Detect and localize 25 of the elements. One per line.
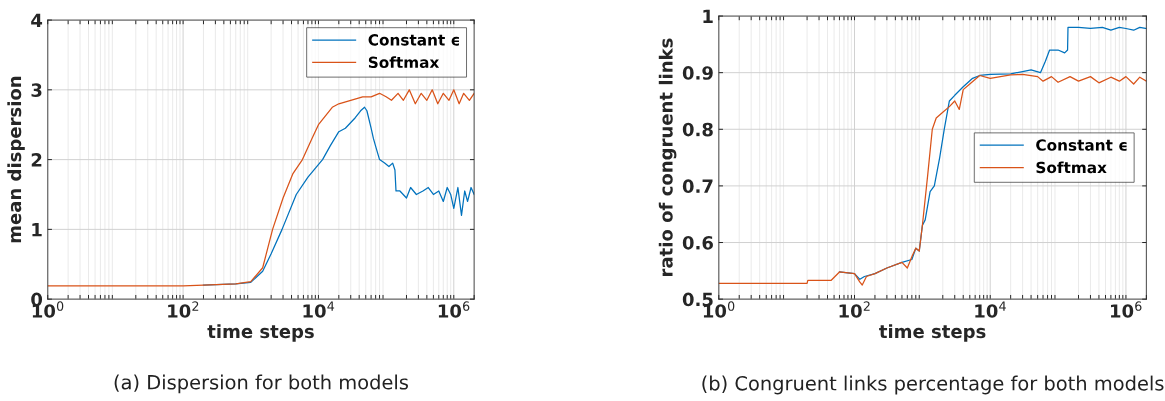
y-tick-label: 2 xyxy=(31,153,42,167)
y-tick-label: 0.9 xyxy=(682,66,713,80)
text: (a) Dispersion for both models xyxy=(114,374,408,394)
x-tick-label: 10$^{4}$ xyxy=(975,301,1006,318)
y-tick-label: 0.6 xyxy=(682,235,713,250)
y-tick-label: 0.8 xyxy=(682,122,713,137)
y-tick-label: 3 xyxy=(31,83,42,97)
legend-label: Softmax xyxy=(368,56,440,69)
x-tick-label: 10$^{6}$ xyxy=(1111,301,1142,318)
x-axis-title: time steps xyxy=(207,324,314,342)
legend-label: Constant ϵ xyxy=(1036,139,1127,151)
legend-label: Softmax xyxy=(1036,161,1107,174)
x-tick-label: 10$^{4}$ xyxy=(303,301,335,318)
x-tick-label: 10$^{2}$ xyxy=(168,301,199,318)
y-axis-title: ratio of congruent links xyxy=(658,38,677,276)
legend-label: Constant ϵ xyxy=(368,34,459,46)
y-tick-label: 0.7 xyxy=(682,179,713,194)
text: (b) Congruent links percentage for both models xyxy=(702,375,1164,395)
x-tick-label: 10$^{2}$ xyxy=(839,301,870,318)
y-tick-label: 1 xyxy=(32,223,42,237)
y-tick-label: 1 xyxy=(703,9,713,23)
y-tick-label: 4 xyxy=(31,13,43,27)
x-tick-label: 10$^{6}$ xyxy=(438,301,470,318)
y-axis-title: mean dispersion xyxy=(7,76,25,243)
x-axis-title: time steps xyxy=(879,324,986,342)
